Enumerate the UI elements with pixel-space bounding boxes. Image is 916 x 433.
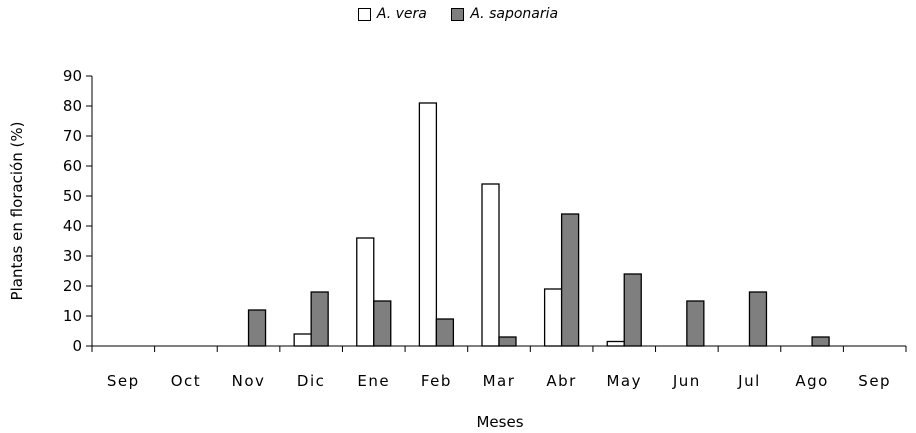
legend-swatch-a-saponaria xyxy=(451,7,465,21)
bar-a-saponaria xyxy=(310,291,329,347)
x-tick-label: Feb xyxy=(421,372,452,390)
bar-a-saponaria xyxy=(686,300,705,347)
y-tick-label: 80 xyxy=(63,97,82,115)
bar-a-saponaria xyxy=(498,336,517,347)
x-tick-label: Dic xyxy=(297,372,325,390)
y-tick-label: 10 xyxy=(63,307,82,325)
bar-a-vera xyxy=(356,237,375,347)
bar-a-vera xyxy=(543,288,563,347)
legend-label-a-vera: A. vera xyxy=(376,6,427,22)
y-tick-label: 0 xyxy=(72,337,82,355)
x-tick-label: May xyxy=(606,372,642,390)
x-tick-label: Oct xyxy=(171,372,201,390)
x-tick-label: Nov xyxy=(232,372,266,390)
x-tick-label: Sep xyxy=(858,372,891,390)
legend-swatch-a-vera xyxy=(357,7,371,21)
x-tick-label: Abr xyxy=(546,372,576,390)
x-axis: Sep Oct Nov Dic Ene Feb Mar Abr May Jun Jul Ago Sep xyxy=(91,345,907,390)
y-tick-label: 60 xyxy=(63,157,82,175)
x-tick-label: Jul xyxy=(737,372,761,390)
x-tick-label: Ene xyxy=(357,372,390,390)
legend-label-a-saponaria: A. saponaria xyxy=(470,6,559,22)
bar-a-saponaria xyxy=(247,309,267,347)
bars xyxy=(247,102,830,347)
bar-a-saponaria xyxy=(748,291,768,347)
x-tick-label: Mar xyxy=(483,372,516,390)
y-axis: 0 10 20 30 40 50 60 70 80 90 xyxy=(63,67,93,355)
legend-item-a-vera: A. vera xyxy=(357,6,427,22)
legend-item-a-saponaria: A. saponaria xyxy=(451,6,558,22)
bar-a-saponaria xyxy=(811,336,830,347)
bar-a-saponaria xyxy=(435,318,455,347)
bar-a-saponaria xyxy=(623,273,642,347)
y-tick-label: 20 xyxy=(63,277,82,295)
x-tick-label: Sep xyxy=(107,372,140,390)
bar-a-vera xyxy=(481,183,500,347)
y-axis-title: Plantas en floración (%) xyxy=(8,122,26,301)
bar-a-vera xyxy=(606,340,625,347)
x-tick-label: Ago xyxy=(795,372,828,390)
y-tick-label: 90 xyxy=(63,67,82,85)
x-axis-title: Meses xyxy=(476,413,523,431)
bar-a-vera xyxy=(293,333,312,347)
y-tick-label: 40 xyxy=(63,217,82,235)
y-tick-label: 30 xyxy=(63,247,82,265)
y-tick-label: 50 xyxy=(63,187,82,205)
y-tick-label: 70 xyxy=(63,127,82,145)
x-tick-label: Jun xyxy=(672,372,701,390)
bar-a-vera xyxy=(418,102,438,347)
legend: A. vera A. saponaria xyxy=(0,6,916,25)
bar-a-saponaria xyxy=(560,213,580,347)
bar-a-saponaria xyxy=(373,300,392,347)
